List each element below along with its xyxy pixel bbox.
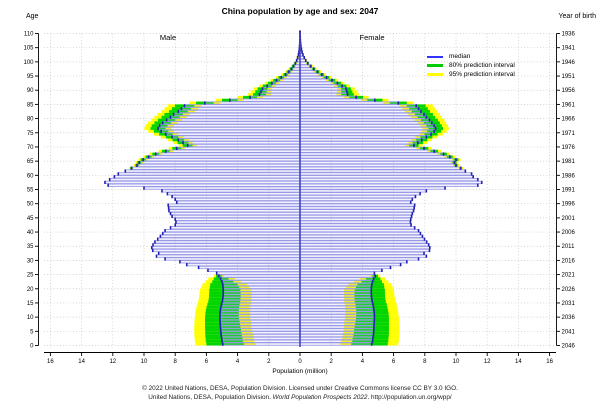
age-tick-label: 0 [30, 344, 34, 350]
age-tick-label: 95 [27, 74, 34, 80]
age-tick-label: 45 [27, 216, 34, 222]
age-tick-label: 75 [27, 131, 34, 137]
year-of-birth-tick-label: 2046 [562, 344, 576, 350]
x-axis-title: Population (million) [272, 368, 328, 375]
population-tick-label: 8 [423, 359, 427, 365]
year-of-birth-tick-label: 1961 [562, 102, 576, 108]
chart-title: China population by age and sex: 2047 [221, 6, 379, 16]
population-tick-label: 4 [361, 359, 365, 365]
legend-label-median: median [449, 53, 471, 60]
age-tick-label: 90 [27, 88, 34, 94]
year-of-birth-tick-label: 1966 [562, 117, 576, 123]
population-tick-label: 16 [546, 359, 553, 365]
year-of-birth-tick-label: 1941 [562, 46, 576, 52]
legend-label-95pi: 95% prediction interval [449, 71, 515, 78]
age-tick-label: 65 [27, 159, 34, 165]
band-95-swatch [427, 73, 443, 76]
legend-item-median: median [427, 52, 515, 61]
year-of-birth-tick-label: 1981 [562, 159, 576, 165]
legend-item-95pi: 95% prediction interval [427, 70, 515, 79]
population-tick-label: 14 [515, 359, 522, 365]
year-of-birth-tick-label: 1951 [562, 74, 576, 80]
footer-license-line: © 2022 United Nations, DESA, Population … [142, 385, 458, 392]
year-of-birth-tick-label: 1946 [562, 60, 576, 66]
band-80-swatch [427, 64, 443, 67]
bars [104, 41, 483, 346]
age-tick-label: 5 [30, 329, 34, 335]
age-tick-label: 35 [27, 244, 34, 250]
year-of-birth-tick-label: 2006 [562, 230, 576, 236]
age-tick-label: 105 [23, 46, 34, 52]
age-tick-label: 100 [23, 60, 34, 66]
population-tick-label: 14 [78, 359, 85, 365]
female-side-label: Female [359, 33, 385, 42]
age-tick-label: 40 [27, 230, 34, 236]
year-of-birth-tick-label: 2036 [562, 315, 576, 321]
year-of-birth-tick-label: 1976 [562, 145, 576, 151]
year-of-birth-tick-label: 1991 [562, 187, 576, 193]
year-of-birth-tick-label: 2021 [562, 273, 576, 279]
population-tick-label: 12 [484, 359, 491, 365]
year-of-birth-tick-label: 2026 [562, 287, 576, 293]
age-tick-label: 15 [27, 301, 34, 307]
population-tick-label: 16 [47, 359, 54, 365]
age-axis-label: Age [26, 13, 39, 20]
year-of-birth-tick-label: 1996 [562, 202, 576, 208]
population-tick-label: 12 [109, 359, 116, 365]
population-tick-label: 6 [205, 359, 209, 365]
population-tick-label: 0 [298, 359, 302, 365]
median-ticks [104, 30, 483, 346]
year-of-birth-tick-label: 1971 [562, 131, 576, 137]
year-of-birth-tick-label: 2016 [562, 258, 576, 264]
population-tick-label: 10 [453, 359, 460, 365]
year-of-birth-tick-label: 1936 [562, 31, 576, 37]
year-of-birth-tick-label: 2041 [562, 329, 576, 335]
population-tick-label: 10 [141, 359, 148, 365]
population-tick-label: 2 [267, 359, 271, 365]
year-of-birth-tick-label: 2031 [562, 301, 576, 307]
age-tick-label: 55 [27, 187, 34, 193]
age-tick-label: 50 [27, 202, 34, 208]
age-tick-label: 70 [27, 145, 34, 151]
age-tick-label: 110 [24, 31, 34, 37]
legend-item-80pi: 80% prediction interval [427, 61, 515, 70]
year-of-birth-tick-label: 1986 [562, 173, 576, 179]
year-of-birth-tick-label: 2001 [562, 216, 576, 222]
age-tick-label: 85 [27, 102, 34, 108]
year-of-birth-tick-label: 1956 [562, 88, 576, 94]
age-tick-label: 10 [27, 315, 34, 321]
population-tick-label: 4 [236, 359, 240, 365]
footer-source-line: United Nations, DESA, Population Divisio… [148, 394, 452, 401]
legend: median 80% prediction interval 95% predi… [427, 52, 515, 79]
population-tick-label: 6 [392, 359, 396, 365]
median-line-swatch [427, 55, 443, 58]
age-tick-label: 80 [27, 117, 34, 123]
population-tick-label: 8 [174, 359, 178, 365]
male-side-label: Male [159, 33, 177, 42]
age-tick-label: 20 [27, 287, 34, 293]
population-tick-label: 2 [330, 359, 334, 365]
age-tick-label: 25 [27, 273, 34, 279]
year-of-birth-axis-label: Year of birth [558, 13, 597, 20]
year-of-birth-tick-label: 2011 [562, 244, 576, 250]
age-tick-label: 60 [27, 173, 34, 179]
age-tick-label: 30 [27, 258, 34, 264]
legend-label-80pi: 80% prediction interval [449, 62, 515, 69]
